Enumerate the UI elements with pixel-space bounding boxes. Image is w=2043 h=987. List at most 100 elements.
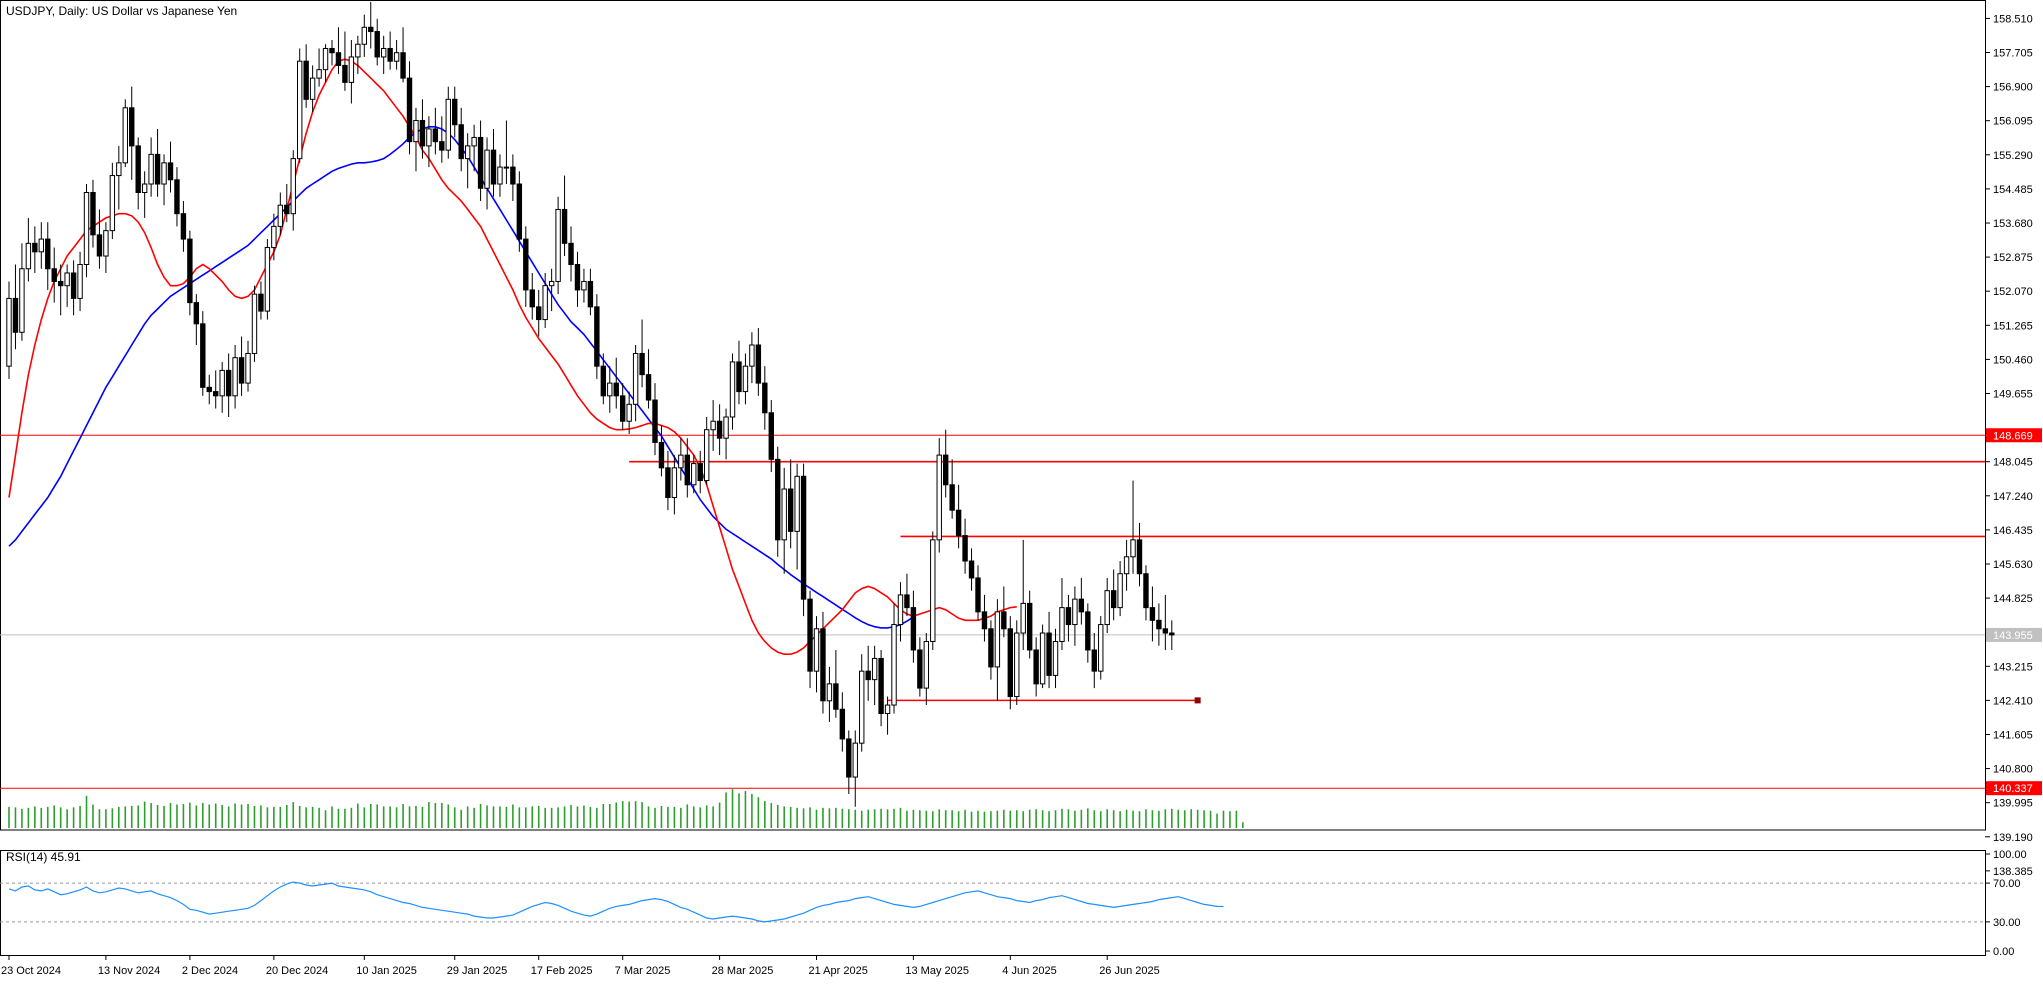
candle-body	[1072, 598, 1078, 626]
candle-body	[923, 641, 930, 689]
candle-body	[70, 272, 77, 299]
candle-body	[1014, 632, 1020, 698]
time-tick-label: 7 Mar 2025	[615, 965, 671, 977]
candle-body	[83, 191, 90, 266]
candle-body	[148, 153, 154, 185]
candle-body	[736, 361, 742, 393]
candle-body	[96, 234, 103, 257]
candle-body	[703, 429, 710, 482]
rsi-panel-frame	[0, 850, 1986, 956]
candle-body	[607, 382, 613, 397]
candle-body	[154, 153, 161, 185]
candle-body	[1039, 632, 1046, 685]
candle-body	[200, 323, 206, 388]
price-label: 148.669	[1993, 430, 2033, 442]
candle-body	[1162, 628, 1169, 634]
candle-body	[303, 60, 309, 100]
candle-body	[180, 213, 187, 240]
candle-body	[949, 484, 955, 511]
time-tick-label: 23 Oct 2024	[1, 965, 61, 977]
candle-body	[548, 280, 555, 287]
candle-body	[962, 535, 968, 562]
candle-body	[1169, 632, 1175, 636]
candle-body	[981, 611, 988, 630]
time-tick-label: 13 Nov 2024	[98, 965, 160, 977]
time-tick-label: 20 Dec 2024	[266, 965, 328, 977]
candle-body	[393, 52, 400, 62]
candle-body	[213, 391, 219, 397]
price-tick-label: 142.410	[1993, 695, 2033, 707]
candle-body	[25, 242, 32, 270]
candle-body	[826, 683, 833, 702]
candle-body	[380, 47, 387, 58]
candle-body	[1156, 619, 1162, 630]
candle-body	[316, 69, 322, 79]
candle-body	[161, 162, 167, 185]
candle-body	[787, 488, 794, 532]
price-tick-label: 140.800	[1993, 764, 2033, 776]
candle-body	[878, 657, 884, 715]
price-tick-label: 139.995	[1993, 798, 2033, 810]
candle-body	[839, 708, 846, 740]
candle-body	[245, 352, 251, 384]
time-tick-label: 29 Jan 2025	[447, 965, 508, 977]
candle-body	[490, 149, 497, 185]
candle-body	[904, 594, 910, 609]
candle-body	[529, 289, 535, 308]
candle-body	[716, 420, 723, 439]
candle-body	[994, 611, 1001, 668]
candle-body	[452, 98, 458, 126]
candle-body	[503, 166, 510, 169]
candle-body	[90, 191, 96, 236]
candle-body	[497, 166, 503, 185]
candle-body	[1143, 573, 1149, 609]
candle-body	[167, 162, 174, 181]
candle-body	[77, 264, 83, 299]
candle-body	[968, 560, 975, 579]
candle-body	[348, 56, 355, 83]
price-tick-label: 156.900	[1993, 82, 2033, 94]
candle-body	[1136, 539, 1143, 575]
candle-body	[691, 463, 697, 486]
candle-body	[542, 285, 548, 321]
candle-body	[251, 293, 258, 354]
candle-body	[225, 369, 232, 397]
candle-body	[594, 306, 600, 367]
candle-body	[471, 136, 477, 147]
time-tick-label: 10 Jan 2025	[356, 965, 417, 977]
candle-body	[697, 463, 703, 482]
rsi-tick-label: 70.00	[1993, 878, 2021, 890]
candle-body	[400, 52, 406, 79]
price-tick-label: 153.680	[1993, 218, 2033, 230]
candle-body	[374, 31, 380, 58]
candle-body	[852, 742, 858, 778]
candle-body	[1123, 556, 1130, 575]
candle-body	[613, 382, 619, 397]
last-price-label: 143.955	[1993, 630, 2033, 642]
time-tick-label: 26 Jun 2025	[1099, 965, 1160, 977]
candle-body	[258, 293, 264, 312]
candle-body	[897, 594, 904, 626]
candle-body	[768, 412, 774, 460]
candle-body	[361, 26, 368, 45]
candle-body	[419, 119, 426, 147]
price-tick-label: 145.630	[1993, 559, 2033, 571]
price-tick-label: 143.215	[1993, 661, 2033, 673]
candle-body	[587, 280, 594, 308]
candle-body	[1149, 607, 1156, 621]
main-panel-frame	[0, 0, 1986, 831]
candle-body	[193, 302, 200, 325]
chart-title: USDJPY, Daily: US Dollar vs Japanese Yen	[6, 4, 238, 18]
candle-body	[290, 158, 296, 215]
candle-body	[271, 225, 277, 249]
candle-body	[645, 374, 652, 401]
candle-body	[833, 683, 839, 710]
candle-body	[297, 60, 303, 160]
candle-body	[710, 420, 716, 431]
candle-body	[277, 204, 284, 227]
candle-body	[936, 454, 942, 541]
candle-body	[432, 128, 439, 143]
price-tick-label: 151.265	[1993, 320, 2033, 332]
